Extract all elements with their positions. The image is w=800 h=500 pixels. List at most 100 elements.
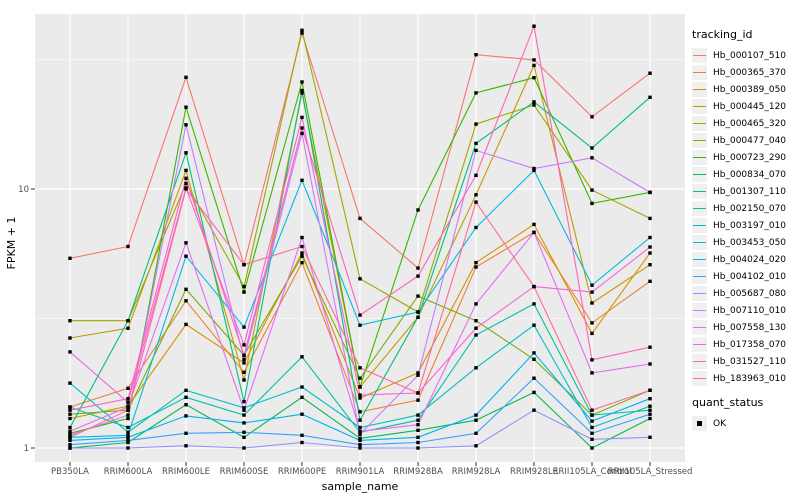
data-point xyxy=(242,353,246,357)
legend-key-line xyxy=(693,122,706,125)
legend-item-label: Hb_000477_040 xyxy=(713,135,787,146)
data-point xyxy=(358,313,362,317)
data-point xyxy=(68,446,72,450)
data-point xyxy=(68,319,72,323)
legend-item-Hb_017358_070: Hb_017358_070 xyxy=(692,336,798,353)
data-point xyxy=(300,126,304,130)
data-point xyxy=(532,166,536,171)
legend-key-line xyxy=(693,190,706,193)
data-point xyxy=(184,181,188,186)
data-point xyxy=(532,222,536,227)
data-point xyxy=(590,425,594,430)
x-tick-label: PB350LA xyxy=(51,467,89,477)
legend-item-label: Hb_000723_290 xyxy=(713,152,787,163)
data-point xyxy=(416,315,420,319)
data-point xyxy=(126,326,130,330)
legend-item-label: Hb_004102_010 xyxy=(713,271,787,282)
data-point xyxy=(474,319,478,323)
data-point xyxy=(532,357,536,361)
legend-item-label: Hb_183963_010 xyxy=(713,373,787,384)
legend-key-swatch xyxy=(692,184,707,199)
data-point xyxy=(300,412,304,416)
legend-item-Hb_000834_070: Hb_000834_070 xyxy=(692,166,798,183)
data-point xyxy=(358,410,362,414)
data-point xyxy=(358,393,362,397)
legend-item-Hb_183963_010: Hb_183963_010 xyxy=(692,370,798,387)
data-point xyxy=(358,438,362,443)
data-point xyxy=(648,345,652,349)
data-point xyxy=(126,435,130,439)
legend-item-label: Hb_003197_010 xyxy=(713,220,787,231)
data-point xyxy=(532,76,536,80)
data-point xyxy=(416,423,420,427)
data-point xyxy=(532,302,536,306)
legend-item-Hb_000465_320: Hb_000465_320 xyxy=(692,115,798,132)
data-point xyxy=(184,241,188,245)
legend-item-label: Hb_000365_370 xyxy=(713,67,787,78)
legend-item-Hb_004102_010: Hb_004102_010 xyxy=(692,268,798,285)
legend-item-label: Hb_000107_510 xyxy=(713,50,787,61)
data-point xyxy=(474,122,478,126)
data-point xyxy=(358,432,362,436)
data-point xyxy=(358,323,362,327)
legend-item-label: Hb_007558_130 xyxy=(713,322,787,333)
legend-item-label: Hb_000445_120 xyxy=(713,101,787,112)
data-point xyxy=(416,418,420,422)
legend-item-Hb_007110_010: Hb_007110_010 xyxy=(692,302,798,319)
data-point xyxy=(416,435,420,439)
data-point xyxy=(590,321,594,325)
data-point xyxy=(474,91,478,95)
data-point xyxy=(590,146,594,150)
legend-item-Hb_002150_070: Hb_002150_070 xyxy=(692,200,798,217)
legend-key-line xyxy=(693,275,706,278)
data-point xyxy=(648,408,652,412)
legend-key-swatch xyxy=(692,150,707,165)
legend-key-swatch xyxy=(692,269,707,284)
data-point xyxy=(648,263,652,267)
data-point xyxy=(590,358,594,362)
data-point xyxy=(68,416,72,421)
legend-key-swatch xyxy=(692,99,707,114)
legend-key-line xyxy=(693,309,706,312)
data-point xyxy=(184,254,188,258)
x-tick-label: RRIM600LE xyxy=(162,467,210,477)
data-point xyxy=(532,351,536,355)
data-point xyxy=(358,396,362,400)
data-point xyxy=(300,80,304,84)
data-point xyxy=(590,301,594,305)
data-point xyxy=(184,105,188,109)
data-point xyxy=(184,322,188,327)
data-point xyxy=(300,115,304,120)
data-point xyxy=(242,435,246,439)
data-point xyxy=(590,331,594,336)
legend-key-swatch xyxy=(692,218,707,233)
data-point xyxy=(184,151,188,155)
data-point xyxy=(242,325,246,329)
data-point xyxy=(416,398,420,402)
data-point xyxy=(300,91,304,95)
data-point xyxy=(126,433,130,437)
data-point xyxy=(474,53,478,57)
data-point xyxy=(590,188,594,192)
legend-item-Hb_003453_050: Hb_003453_050 xyxy=(692,234,798,251)
data-point xyxy=(416,274,420,278)
legend-item-label: Hb_017358_070 xyxy=(713,339,787,350)
legend-key-swatch xyxy=(692,303,707,318)
data-point xyxy=(648,71,652,75)
data-point xyxy=(126,425,130,430)
data-point xyxy=(590,371,594,375)
data-point xyxy=(416,371,420,375)
quant-status-item: OK xyxy=(692,415,798,432)
data-point xyxy=(358,216,362,221)
x-tick-label: RRII105LA_Control xyxy=(553,467,632,477)
data-point xyxy=(184,168,188,173)
legend-item-label: Hb_002150_070 xyxy=(713,203,787,214)
data-point xyxy=(184,123,188,127)
data-point xyxy=(648,235,652,240)
x-tick-label: RRIM600PE xyxy=(278,467,326,477)
data-point xyxy=(126,413,130,417)
legend-item-label: Hb_031527_110 xyxy=(713,356,787,367)
legend-key-line xyxy=(693,71,706,74)
data-point xyxy=(648,190,652,195)
data-point xyxy=(242,290,246,294)
